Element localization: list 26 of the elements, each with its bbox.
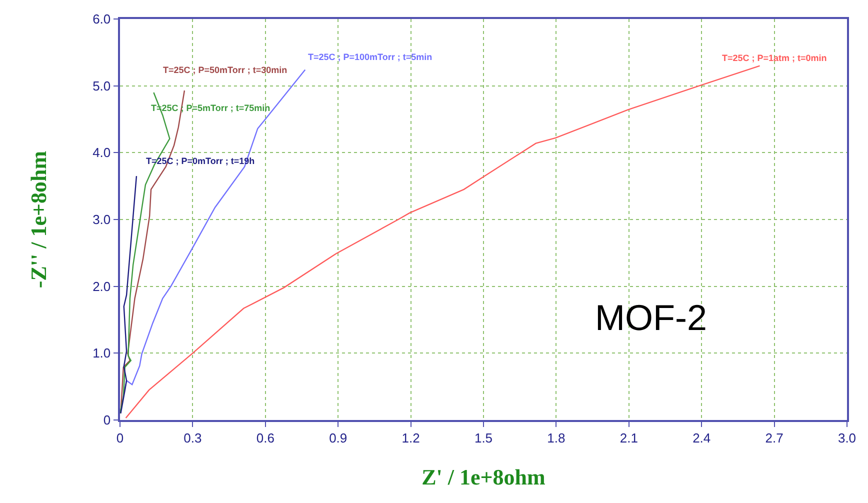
x-tick-label: 3.0 xyxy=(838,430,856,446)
x-tick-label: 1.2 xyxy=(402,430,420,446)
x-tick-label: 0.6 xyxy=(256,430,274,446)
line-series xyxy=(120,175,138,414)
y-tick-label: 4.0 xyxy=(92,145,111,160)
y-tick-label: 0 xyxy=(103,412,111,428)
y-tick-label: 6.0 xyxy=(92,12,111,27)
line-series xyxy=(125,65,760,419)
x-tick-label: 2.4 xyxy=(692,430,711,446)
y-tick-label: 2.0 xyxy=(92,278,111,294)
text: T=25C ; P=50mTorr ; t=30min xyxy=(163,65,288,75)
series-label: T=25C ; P=100mTorr ; t=5min xyxy=(308,52,432,62)
x-tick-label: 0 xyxy=(116,430,124,446)
x-tick-label: 1.5 xyxy=(474,430,493,446)
x-tick-label: 2.7 xyxy=(765,430,784,446)
series-label: T=25C ; P=1atm ; t=0min xyxy=(722,53,827,63)
y-tick-label: 3.0 xyxy=(92,212,111,228)
x-tick-label: 2.1 xyxy=(620,430,638,446)
x-tick-label: 1.8 xyxy=(547,430,566,446)
x-axis-title: Z' / 1e+8ohm xyxy=(422,464,546,490)
x-tick-label: 0.9 xyxy=(329,430,348,446)
y-tick-label: 5.0 xyxy=(92,78,111,94)
y-axis-title: -Z'' / 1e+8ohm xyxy=(26,150,51,288)
annotation: MOF-2 xyxy=(595,297,707,338)
y-tick-label: 1.0 xyxy=(92,346,111,361)
x-tick-label: 0.3 xyxy=(184,430,202,446)
